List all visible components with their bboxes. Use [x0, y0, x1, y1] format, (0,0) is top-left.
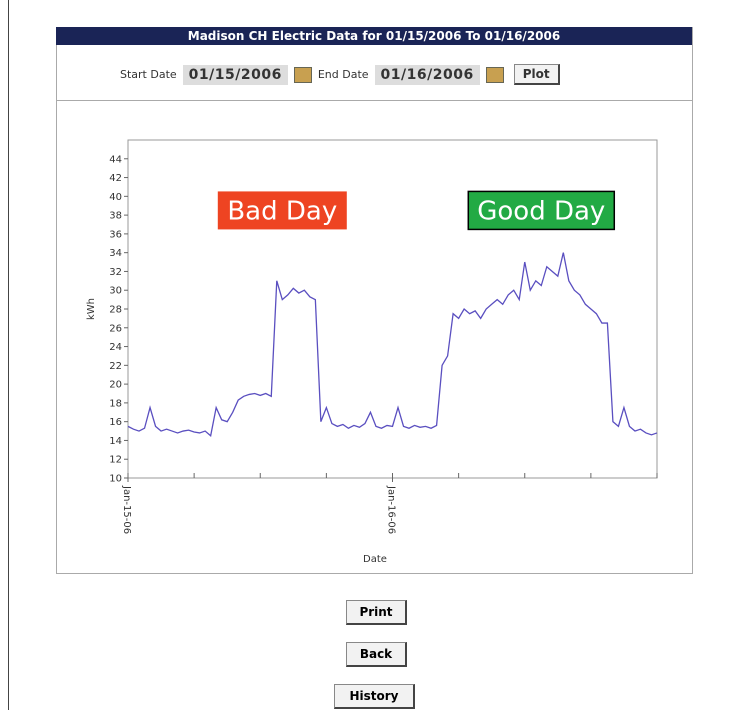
annotation-box: [467, 190, 616, 231]
data-line: [127, 252, 658, 437]
date-form: Start Date 01/15/2006 End Date 01/16/200…: [120, 64, 560, 85]
header-title: Madison CH Electric Data for 01/15/2006 …: [56, 27, 692, 45]
print-button[interactable]: Print: [346, 600, 407, 625]
divider: [56, 100, 692, 101]
back-button[interactable]: Back: [346, 642, 407, 667]
y-tick-label: 38: [109, 211, 122, 222]
chart: 10 12 14 16 18 20 22 24 26 28 30 32 34 36 38 40 42 44 Jan-…: [86, 139, 658, 565]
y-tick-label: 32: [109, 267, 122, 278]
y-tick-label: 44: [109, 154, 122, 165]
annotation-text: Good Day: [477, 196, 605, 226]
left-border: [8, 0, 9, 710]
y-tick-label: 36: [109, 229, 122, 240]
calendar-icon[interactable]: [293, 66, 312, 83]
end-label: End Date: [317, 68, 369, 81]
end-input[interactable]: 01/16/2006: [374, 64, 480, 85]
y-axis-label: kWh: [86, 298, 97, 320]
y-tick-label: 30: [109, 286, 122, 297]
y-tick-label: 42: [109, 173, 122, 184]
y-tick-label: 40: [109, 192, 122, 203]
y-tick-label: 22: [109, 361, 122, 372]
y-tick-label: 12: [109, 455, 122, 466]
y-tick-label: 18: [109, 398, 122, 409]
y-tick-label: 20: [109, 380, 122, 391]
y-tick-label: 28: [109, 305, 122, 316]
start-label: Start Date: [120, 68, 177, 81]
history-button[interactable]: History: [334, 684, 415, 709]
x-tick-label: Jan-16-06: [386, 485, 397, 534]
y-tick-label: 10: [109, 474, 122, 485]
y-tick-label: 14: [109, 436, 122, 447]
x-axis-label: Date: [363, 554, 387, 565]
x-tick-label: Jan-15-06: [121, 485, 132, 534]
y-tick-label: 16: [109, 417, 122, 428]
y-tick-label: 34: [109, 248, 122, 259]
plot-button[interactable]: Plot: [513, 64, 560, 85]
y-tick-label: 26: [109, 323, 122, 334]
annotation-box: [217, 191, 347, 230]
calendar-icon[interactable]: [485, 66, 504, 83]
y-tick-label: 24: [109, 342, 122, 353]
start-input[interactable]: 01/15/2006: [182, 64, 288, 85]
annotation-text: Bad Day: [227, 196, 337, 226]
